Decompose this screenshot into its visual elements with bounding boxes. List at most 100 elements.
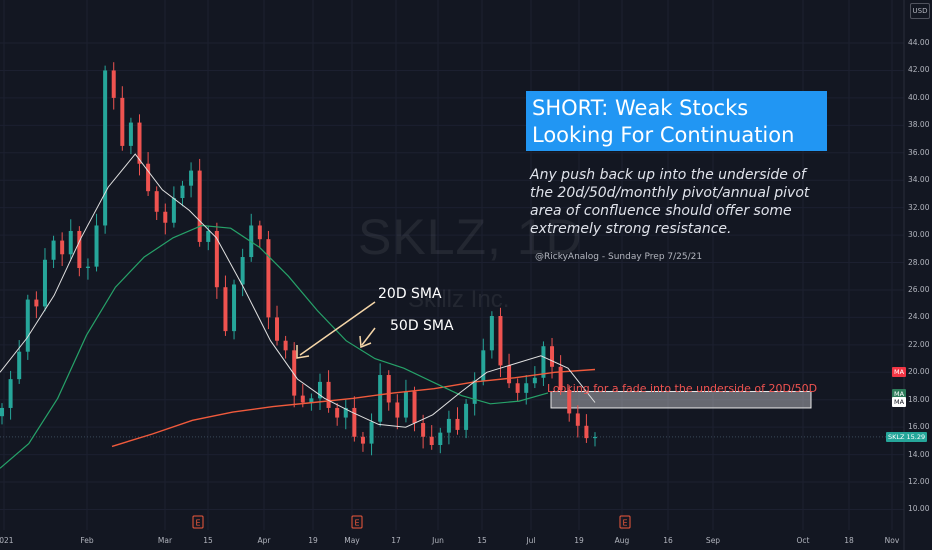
candle-body [111,70,116,98]
y-tick-label: 26.00 [908,284,930,294]
candle-body [541,346,546,378]
candle-body [206,230,211,242]
x-tick-label: 19 [574,536,584,545]
candle-body [395,402,400,418]
candle-body [85,266,90,269]
chart-title: SHORT: Weak Stocks Looking For Continuat… [532,96,795,147]
candle-body [292,350,297,396]
x-tick-label: Feb [80,536,94,545]
earnings-marker-box [192,515,204,529]
resistance-zone [550,390,812,409]
y-tick-label: 18.00 [908,394,930,404]
candle-body [593,436,597,439]
sma50-arrow [359,327,376,349]
candle-body [163,211,168,223]
sma20-line [0,153,596,428]
candle-body [214,230,219,288]
candle-body [464,403,469,430]
y-tick-label: 44.00 [908,38,930,47]
candle-body [524,383,529,393]
candle-body [171,198,176,223]
sma200-line [111,368,596,448]
x-tick-label: Nov [884,536,900,545]
candle-body [352,407,357,437]
candle-body [481,350,486,381]
candle-body [584,425,589,439]
currency-badge[interactable]: USD [910,3,930,19]
y-tick-label: 32.00 [908,202,930,212]
x-tick-label: Apr [257,536,271,545]
x-tick-label: 15 [477,536,487,545]
candle-body [60,240,65,255]
candle-body [240,257,245,285]
candle-body [455,418,460,430]
y-tick-label: 10.00 [908,504,930,514]
candle-body [17,351,22,380]
y-tick-label: 24.00 [908,312,930,322]
candle-body [343,407,348,418]
candle-body [515,383,520,393]
candle-body [489,316,494,351]
candle-body [128,122,133,146]
candle-body [326,381,331,408]
earnings-marker-box [351,515,363,529]
y-tick-label: 22.00 [908,339,930,349]
candle-body [498,316,503,366]
candle-body [472,380,477,404]
company-watermark: Skillz Inc. [408,286,510,313]
candle-body [283,340,288,351]
candle-body [532,377,537,384]
analysis-note: Any push back up into the underside of t… [530,167,810,237]
x-tick-label: Oct [796,536,810,545]
x-tick-label: 19 [308,536,318,545]
earnings-marker-label: E [622,519,627,528]
candle-body [103,70,108,226]
y-tick-label: 42.00 [908,65,930,75]
candle-body [567,390,572,414]
candle-body [42,259,47,307]
earnings-marker-label: E [195,519,200,528]
price-tag: SKLZ 15.29 [886,431,928,442]
candle-body [300,395,305,403]
candle-body [438,432,443,445]
candle-body [25,299,30,352]
candle-body [317,381,322,399]
y-tick-label: 12.00 [908,477,930,487]
candle-body [34,299,39,307]
candle-body [550,346,555,367]
candle-body [412,391,417,424]
y-tick-label: 16.00 [908,422,930,432]
candle-body [335,407,340,418]
candle-body [429,436,434,445]
candle-body [77,230,82,269]
x-tick-label: Sep [705,536,721,545]
candle-body [309,398,314,403]
y-tick-label: 14.00 [908,449,930,459]
x-tick-label: May [344,536,360,545]
candle-body [266,239,271,318]
candle-body [137,122,142,164]
sma20-label: 20D SMA [378,286,442,302]
y-tick-label: 30.00 [908,230,930,240]
y-tick-label: 38.00 [908,120,930,130]
candle-body [197,170,202,242]
candle-body [378,375,383,422]
x-tick-label: 15 [203,536,213,545]
candle-body [120,97,125,146]
candle-body [558,366,563,391]
candle-body [575,413,580,426]
x-tick-label: 16 [663,536,673,545]
candle-body [446,418,451,433]
x-tick-label: Jun [432,536,444,545]
x-tick-label: Aug [614,536,630,545]
candle-body [8,379,13,408]
candle-body [275,317,280,341]
x-tick-label: 18 [844,536,854,545]
candle-body [369,421,374,444]
price-tag: MA [892,397,907,408]
y-tick-label: 40.00 [908,92,930,102]
candle-body [68,230,73,255]
candle-body [386,375,391,403]
